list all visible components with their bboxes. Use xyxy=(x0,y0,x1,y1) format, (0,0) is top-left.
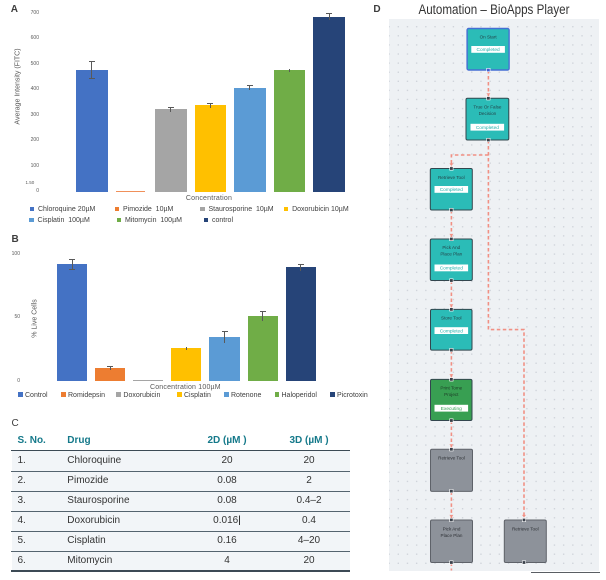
svg-text:Completed: Completed xyxy=(439,187,462,193)
svg-text:Place Plan: Place Plan xyxy=(440,533,462,538)
svg-text:Retrieve Tool: Retrieve Tool xyxy=(438,456,465,461)
svg-text:Executing: Executing xyxy=(440,406,461,412)
svg-text:Completed: Completed xyxy=(439,328,462,334)
svg-text:Place Plan: Place Plan xyxy=(440,252,462,257)
svg-text:Pick And: Pick And xyxy=(442,526,460,531)
svg-text:Completed: Completed xyxy=(476,125,499,131)
svg-text:Retrieve Tool: Retrieve Tool xyxy=(438,175,465,180)
svg-text:Completed: Completed xyxy=(476,47,499,53)
svg-text:Pick And: Pick And xyxy=(442,245,460,250)
svg-text:Project: Project xyxy=(444,392,459,397)
svg-text:Decision: Decision xyxy=(478,111,496,116)
svg-text:Retrieve Tool: Retrieve Tool xyxy=(512,526,539,531)
svg-text:On Start: On Start xyxy=(479,35,497,40)
svg-text:True Or False: True Or False xyxy=(473,105,502,110)
svg-text:Print Tome: Print Tome xyxy=(440,385,462,390)
svg-text:Completed: Completed xyxy=(439,266,462,272)
svg-text:Store Tool: Store Tool xyxy=(441,315,462,320)
